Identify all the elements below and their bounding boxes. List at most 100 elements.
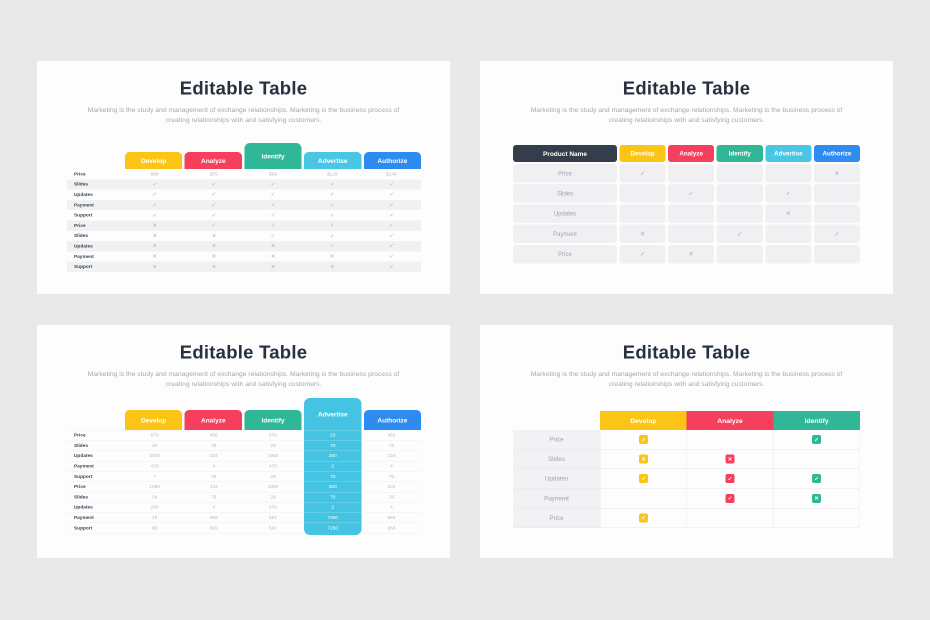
- row-label: Price: [74, 432, 86, 439]
- table-cell: [765, 244, 812, 264]
- cross-icon: ✕: [330, 253, 335, 260]
- table-cell: ✓: [243, 223, 302, 229]
- table-cell: ✓: [303, 192, 362, 198]
- check-icon: ✓: [737, 229, 743, 238]
- table-cell: [619, 184, 666, 203]
- table-cell: 234: [387, 484, 396, 490]
- highlight-cell: 2: [304, 460, 362, 471]
- check-icon: ✓: [211, 191, 217, 198]
- check-icon: ✓: [211, 202, 217, 209]
- slide-subtitle: Marketing is the study and management of…: [530, 106, 843, 124]
- table-row: Price 570 456 570 23 456: [67, 431, 421, 441]
- table-cell: 78: [211, 442, 217, 449]
- table-cell: ✕: [773, 488, 860, 508]
- table-cell: $129: [326, 171, 338, 177]
- table-row: Updates ✓ ✓ ✓: [513, 469, 860, 489]
- table-row: Slides 40 78 28 70 78: [67, 441, 421, 452]
- table-cell: 28: [151, 494, 158, 500]
- table-cell: [716, 184, 763, 203]
- table-cell: 234: [209, 453, 218, 459]
- header-spacer: [513, 411, 600, 430]
- table-row: Slides 28 78 28 70 78: [67, 492, 421, 503]
- table-cell: [716, 164, 763, 183]
- table-cell: ✓: [600, 469, 687, 489]
- table-row: Payment ✓ ✕: [513, 488, 860, 509]
- slide-subtitle: Marketing is the study and management of…: [530, 370, 843, 388]
- row-label: Payment: [74, 515, 94, 521]
- table-cell: ✓: [125, 181, 184, 187]
- table-row: Updates 200 4 470 2 4: [67, 503, 421, 513]
- row-label: Price: [513, 508, 600, 528]
- table-row: Price ✓ ✕: [513, 164, 861, 183]
- table-cell: 1950: [267, 453, 279, 459]
- row-label: Price: [74, 171, 86, 177]
- check-icon: ✓: [389, 222, 394, 229]
- slide-card-1: Editable Table Marketing is the study an…: [37, 61, 450, 294]
- table-cell: 456: [209, 432, 218, 439]
- cross-icon: ✕: [152, 232, 157, 239]
- table-cell: ✓: [716, 224, 763, 244]
- cross-badge: ✕: [812, 493, 821, 503]
- table-row: Updates 3400 234 1950 250 234: [67, 451, 421, 462]
- table-body: Price 570 456 570 23 456 Slides 40 78 28 70 78 Updat…: [67, 430, 421, 534]
- table-cell: ✓: [125, 202, 184, 208]
- column-header-authorize: Authorize: [813, 145, 861, 162]
- table-cell: 28: [270, 473, 276, 480]
- table-cell: [765, 224, 812, 244]
- row-label: Slides: [513, 184, 617, 203]
- row-label: Price: [74, 222, 86, 229]
- table-row: Updates ✕: [513, 204, 861, 223]
- table-cell: ✓: [773, 430, 860, 450]
- check-icon: ✓: [389, 253, 394, 260]
- cross-icon: ✕: [834, 169, 840, 177]
- slide-card-3: Editable Table Marketing is the study an…: [37, 325, 450, 558]
- table-cell: ✕: [303, 254, 362, 260]
- cross-badge: ✕: [725, 454, 735, 464]
- matrix-header: Develop Analyze Identify: [513, 411, 860, 430]
- check-icon: ✓: [330, 212, 335, 219]
- highlight-cell: 70: [304, 440, 362, 450]
- product-name-header: Product Name: [513, 145, 617, 162]
- table-cell: ✓: [362, 264, 421, 270]
- table-cell: ✓: [303, 212, 362, 218]
- column-header-identify: Identify: [716, 145, 763, 162]
- table-cell: 19: [151, 515, 158, 521]
- check-icon: ✓: [330, 232, 335, 239]
- row-label: Support: [74, 473, 93, 480]
- table-cell: 869: [209, 515, 218, 521]
- row-label: Payment: [74, 202, 94, 208]
- cross-icon: ✕: [330, 263, 335, 270]
- column-header-analyze: Analyze: [184, 410, 242, 430]
- table-cell: ✓: [362, 223, 421, 229]
- table-cell: ✓: [184, 202, 243, 208]
- table-cell: ✓: [125, 212, 184, 218]
- table-cell: 4: [390, 463, 393, 470]
- row-label: Price: [513, 430, 600, 450]
- table-cell: 78: [388, 473, 395, 480]
- table-cell: [773, 449, 860, 469]
- column-header-analyze: Analyze: [668, 145, 715, 162]
- table-cell: ✓: [184, 192, 243, 198]
- row-label: Price: [513, 164, 617, 183]
- matrix-header: Product Name Develop Analyze Identify Advert…: [513, 145, 861, 162]
- cross-icon: ✕: [785, 209, 792, 218]
- table-row: Slides ✕ ✕: [513, 449, 860, 470]
- column-header-identify: Identify: [244, 143, 302, 169]
- row-label: Price: [513, 244, 617, 264]
- table-row: Slides ✓ ✓: [513, 184, 861, 203]
- slide-subtitle: Marketing is the study and management of…: [87, 106, 400, 124]
- slide-title: Editable Table: [179, 78, 308, 99]
- check-icon: ✓: [389, 212, 394, 219]
- row-label: Slides: [74, 181, 88, 188]
- check-icon: ✓: [389, 191, 394, 198]
- table-cell: [813, 204, 861, 223]
- column-header-authorize: Authorize: [363, 152, 422, 169]
- row-label: Payment: [513, 488, 600, 508]
- table-cell: 234: [387, 453, 396, 459]
- table-row: Price ✓ ✓: [513, 430, 860, 450]
- table-cell: [668, 224, 715, 244]
- table-cell: 591: [269, 515, 277, 521]
- row-label: Updates: [74, 504, 93, 511]
- check-icon: ✓: [834, 229, 840, 238]
- table-cell: 78: [211, 494, 217, 500]
